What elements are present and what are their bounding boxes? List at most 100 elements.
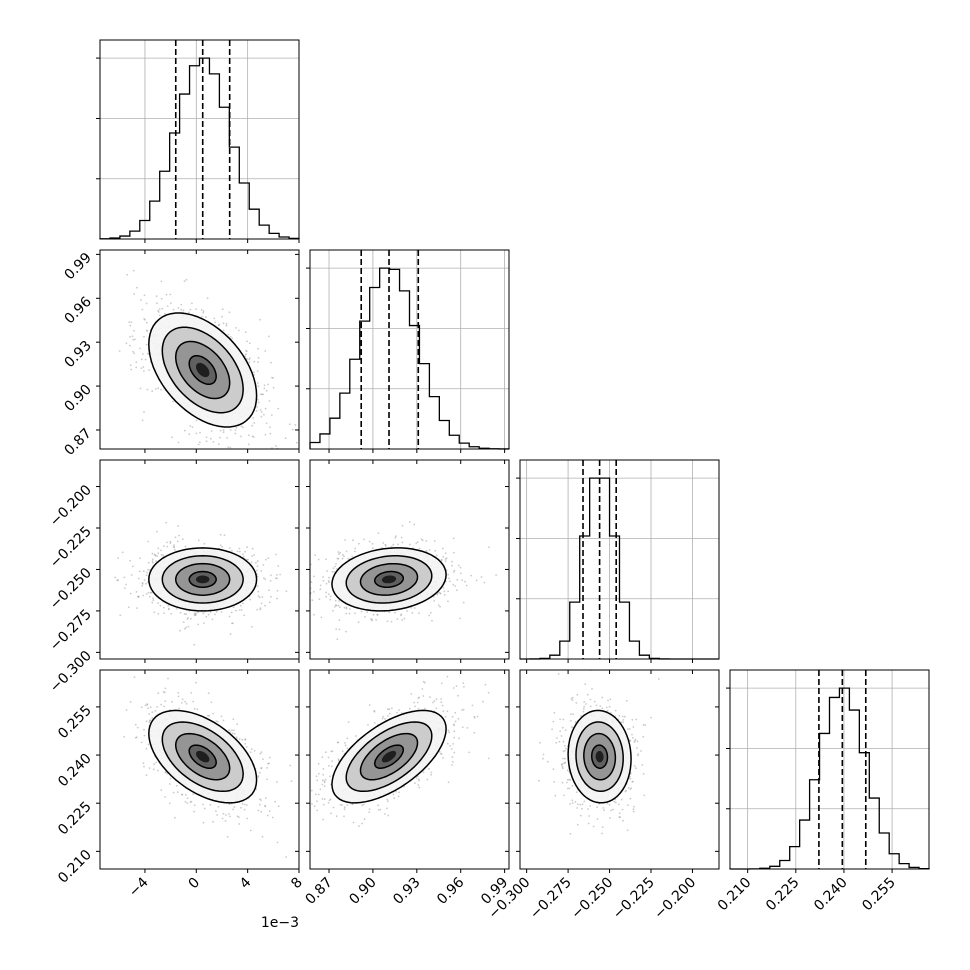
scatter-point: [397, 543, 399, 546]
scatter-point: [238, 329, 240, 332]
scatter-point: [150, 591, 153, 594]
scatter-point: [145, 774, 148, 776]
scatter-point: [631, 781, 634, 783]
scatter-point: [166, 541, 168, 544]
scatter-point: [225, 322, 228, 325]
scatter-point: [384, 718, 386, 720]
scatter-point: [146, 704, 149, 706]
scatter-point: [384, 813, 386, 815]
scatter-point: [436, 593, 439, 596]
scatter-point: [152, 597, 155, 600]
scatter-point: [233, 806, 236, 808]
scatter-point: [466, 727, 469, 729]
scatter-point: [242, 602, 244, 605]
scatter-point: [214, 613, 216, 616]
scatter-point: [334, 565, 336, 568]
scatter-point: [368, 811, 371, 813]
scatter-point: [618, 803, 620, 806]
scatter-point: [193, 804, 196, 807]
scatter-point: [140, 706, 143, 709]
scatter-point: [192, 700, 195, 703]
scatter-point: [148, 369, 151, 371]
scatter-point: [269, 756, 271, 759]
scatter-point: [352, 821, 355, 824]
scatter-point: [154, 554, 157, 557]
scatter-point: [195, 681, 197, 684]
scatter-point: [161, 307, 164, 310]
scatter-point: [285, 590, 288, 592]
scatter-point: [239, 550, 241, 553]
scatter-point: [624, 790, 627, 793]
scatter-point: [314, 793, 317, 796]
scatter-point: [203, 542, 206, 545]
scatter-point: [442, 586, 445, 589]
scatter-point: [137, 596, 140, 598]
scatter-point: [138, 570, 141, 573]
scatter-point: [487, 757, 490, 760]
scatter-point: [400, 536, 403, 539]
scatter-point: [595, 704, 598, 707]
scatter-point: [329, 798, 332, 801]
scatter-point: [229, 335, 232, 338]
scatter-point: [245, 349, 247, 352]
scatter-point: [312, 385, 314, 387]
scatter-point: [317, 558, 320, 561]
scatter-point: [157, 309, 160, 312]
scatter-point: [435, 698, 438, 701]
scatter-point: [232, 808, 235, 811]
scatter-point: [417, 784, 420, 786]
scatter-point: [181, 538, 184, 541]
scatter-point: [245, 350, 248, 353]
contour-line-1: [174, 732, 231, 781]
scatter-point: [169, 542, 172, 544]
scatter-point: [265, 422, 268, 425]
scatter-content: [123, 676, 293, 858]
scatter-point: [147, 540, 150, 543]
scatter-frame: [309, 459, 510, 660]
scatter-point: [130, 574, 133, 576]
scatter-point: [140, 367, 143, 369]
scatter-point: [371, 618, 373, 621]
scatter-point: [289, 764, 292, 767]
scatter-point: [452, 583, 455, 586]
scatter-point: [163, 545, 165, 547]
scatter-point: [311, 599, 314, 602]
scatter-point: [476, 715, 479, 718]
scatter-point: [392, 543, 395, 546]
scatter-point: [401, 541, 404, 544]
scatter-point: [334, 604, 337, 606]
scatter-point: [343, 606, 346, 609]
scatter-point: [345, 630, 347, 633]
scatter-point: [262, 393, 264, 396]
scatter-point: [462, 708, 465, 711]
scatter-point: [363, 538, 365, 541]
scatter-point: [229, 815, 231, 818]
scatter-point: [133, 352, 136, 355]
scatter-point: [449, 745, 451, 747]
scatter-point: [337, 759, 340, 762]
scatter-point: [183, 429, 186, 432]
scatter-point: [321, 779, 324, 782]
scatter-point: [257, 356, 260, 359]
scatter-point: [255, 788, 258, 791]
scatter-point: [326, 570, 328, 572]
scatter-point: [146, 703, 149, 705]
scatter-point: [388, 712, 391, 715]
scatter-point: [229, 429, 232, 431]
scatter-point: [276, 589, 279, 592]
scatter-point: [217, 443, 220, 445]
scatter-point: [148, 721, 151, 724]
scatter-point: [135, 591, 138, 593]
scatter-point: [185, 702, 188, 705]
scatter-point: [354, 612, 356, 615]
scatter-point: [265, 558, 267, 561]
scatter-point: [238, 738, 241, 740]
scatter-point: [324, 751, 327, 754]
scatter-point: [271, 376, 273, 379]
scatter-point: [257, 347, 259, 350]
scatter-point: [222, 322, 225, 325]
scatter-point: [448, 731, 451, 734]
scatter-point: [209, 611, 212, 613]
scatter-point: [221, 546, 224, 548]
scatter-point: [136, 607, 138, 609]
